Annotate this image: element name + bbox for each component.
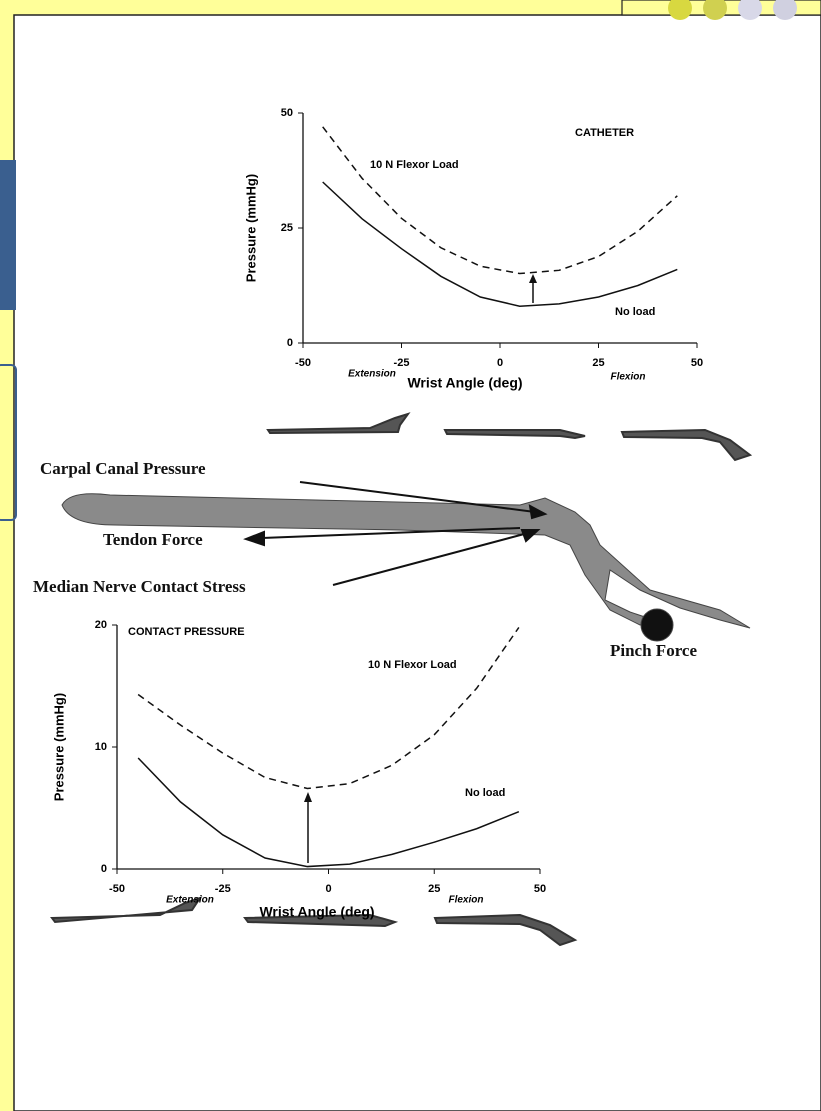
slide-canvas: Carpal Canal Pressure Tendon Force Media… xyxy=(0,0,821,1111)
x-tick-label: -25 xyxy=(394,357,410,369)
x-tick-label: -25 xyxy=(215,883,231,895)
axis-annotation: Extension xyxy=(166,895,214,906)
y-tick-label: 0 xyxy=(101,863,107,875)
diagram-label: Median Nerve Contact Stress xyxy=(33,577,246,596)
x-tick-label: 0 xyxy=(497,357,503,369)
chart-title: CONTACT PRESSURE xyxy=(128,626,245,638)
x-tick-label: 25 xyxy=(428,883,440,895)
diagram-label: Pinch Force xyxy=(610,641,697,660)
y-tick-label: 20 xyxy=(95,619,107,631)
y-tick-label: 10 xyxy=(95,741,107,753)
y-tick-label: 25 xyxy=(281,222,293,234)
x-axis-label: Wrist Angle (deg) xyxy=(407,375,522,391)
series-label: No load xyxy=(615,306,655,318)
x-tick-label: 50 xyxy=(691,357,703,369)
slide: Carpal Canal Pressure Tendon Force Media… xyxy=(0,0,821,1111)
x-tick-label: 0 xyxy=(325,883,331,895)
diagram-label: Tendon Force xyxy=(103,530,203,549)
axis-annotation: Flexion xyxy=(610,372,645,383)
y-axis-label: Pressure (mmHg) xyxy=(243,174,258,282)
pinch-contact xyxy=(641,609,673,641)
x-tick-label: -50 xyxy=(295,357,311,369)
axis-annotation: Flexion xyxy=(448,895,483,906)
axis-annotation: Extension xyxy=(348,369,396,380)
side-tab xyxy=(0,160,16,310)
series-label: 10 N Flexor Load xyxy=(368,659,457,671)
y-tick-label: 50 xyxy=(281,107,293,119)
x-tick-label: 25 xyxy=(592,357,604,369)
x-tick-label: 50 xyxy=(534,883,546,895)
y-tick-label: 0 xyxy=(287,337,293,349)
y-axis-label: Pressure (mmHg) xyxy=(51,693,66,801)
x-axis-label: Wrist Angle (deg) xyxy=(259,904,374,920)
series-label: 10 N Flexor Load xyxy=(370,159,459,171)
series-label: No load xyxy=(465,787,505,799)
diagram-label: Carpal Canal Pressure xyxy=(40,459,206,478)
chart-title: CATHETER xyxy=(575,127,634,139)
x-tick-label: -50 xyxy=(109,883,125,895)
